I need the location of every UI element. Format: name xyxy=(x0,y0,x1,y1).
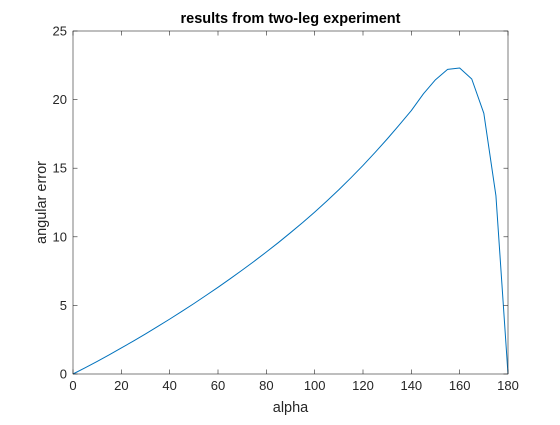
y-tick-label: 25 xyxy=(53,24,67,39)
series-layer xyxy=(72,67,509,375)
x-tick-label: 20 xyxy=(114,378,128,393)
plot-background xyxy=(73,31,508,374)
x-axis-ticks: 0 20 40 60 80 100 120 140 160 180 xyxy=(69,31,519,393)
x-tick-label: 140 xyxy=(400,378,422,393)
y-axis-label: angular error xyxy=(34,161,50,244)
x-tick-label: 160 xyxy=(449,378,471,393)
x-tick-label: 80 xyxy=(259,378,273,393)
x-tick-label: 180 xyxy=(497,378,519,393)
x-tick-label: 120 xyxy=(352,378,374,393)
x-tick-label: 60 xyxy=(211,378,225,393)
x-tick-label: 40 xyxy=(162,378,176,393)
y-tick-label: 10 xyxy=(53,229,67,244)
y-axis-ticks: 0 5 10 15 20 25 xyxy=(53,24,508,382)
y-tick-label: 20 xyxy=(53,92,67,107)
y-tick-label: 0 xyxy=(60,367,67,382)
x-tick-label: 0 xyxy=(69,378,76,393)
series-line-0 xyxy=(72,67,509,375)
x-axis-label: alpha xyxy=(273,400,309,416)
x-tick-label: 100 xyxy=(304,378,326,393)
chart-title: results from two-leg experiment xyxy=(181,11,401,27)
y-tick-label: 5 xyxy=(60,298,67,313)
axes-box xyxy=(72,30,509,375)
y-tick-label: 15 xyxy=(53,161,67,176)
